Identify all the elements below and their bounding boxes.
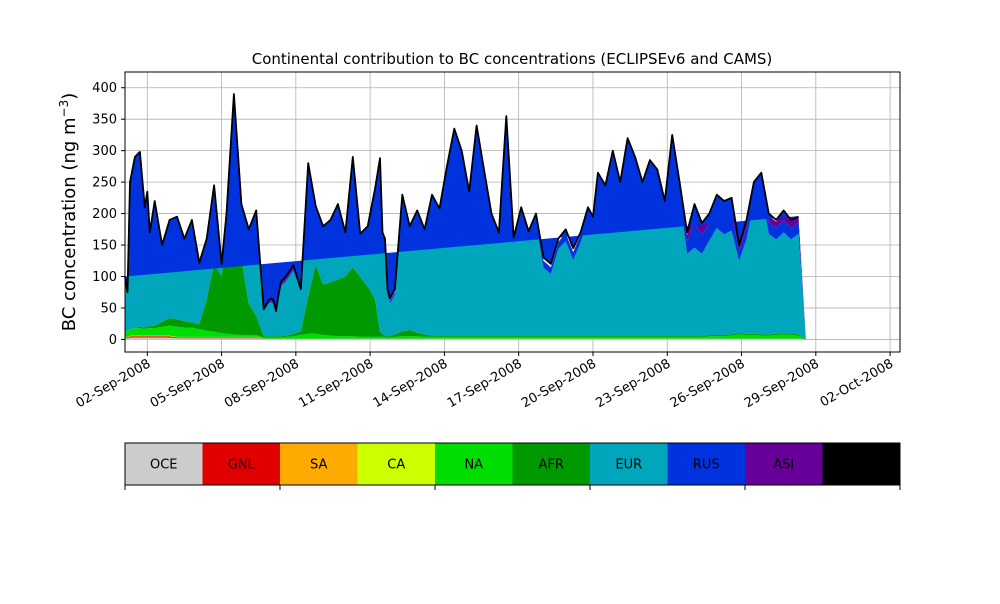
- x-tick-label: 08-Sep-2008: [222, 356, 302, 411]
- legend-swatch-sa: [280, 443, 358, 485]
- legend-label-aus: AUS: [848, 458, 875, 473]
- y-axis: 0 50 100 150 200 250 300 350 400: [92, 81, 125, 348]
- legend-swatch-na: [435, 443, 513, 485]
- legend-swatch-aus: [822, 443, 901, 485]
- legend-swatch-eur: [590, 443, 668, 485]
- y-tick-label: 350: [92, 113, 117, 128]
- chart-title: Continental contribution to BC concentra…: [252, 50, 773, 68]
- stacked-areas: [125, 94, 900, 340]
- x-tick-label: 23-Sep-2008: [593, 356, 673, 411]
- y-tick-label: 250: [92, 176, 117, 191]
- area-eur: [125, 102, 900, 340]
- y-tick-label: 200: [92, 207, 117, 222]
- area-residual: [125, 94, 799, 312]
- legend-colorbar: OCE GNL SA CA NA AFR EUR RUS ASI AUS: [124, 442, 901, 490]
- y-axis-label-superscript: −3: [57, 100, 71, 118]
- legend-frame: [124, 442, 901, 486]
- legend-label-asi: ASI: [773, 458, 794, 473]
- x-tick-label: 02-Oct-2008: [818, 356, 896, 410]
- legend-swatch-oce: [125, 443, 203, 485]
- y-tick-label: 50: [100, 301, 117, 316]
- x-tick-label: 05-Sep-2008: [148, 356, 228, 411]
- legend-label-eur: EUR: [615, 458, 642, 473]
- area-na: [125, 325, 900, 340]
- legend-label-afr: AFR: [539, 458, 564, 473]
- x-tick-label: 11-Sep-2008: [296, 356, 376, 411]
- x-tick-label: 17-Sep-2008: [445, 356, 525, 411]
- y-axis-label-main: BC concentration (ng m: [59, 117, 80, 331]
- x-tick-label: 20-Sep-2008: [519, 356, 599, 411]
- x-axis: 02-Sep-200805-Sep-200808-Sep-200811-Sep-…: [73, 352, 896, 411]
- y-axis-label: BC concentration (ng m−3): [57, 93, 80, 332]
- y-tick-label: 0: [109, 333, 117, 348]
- legend-label-na: NA: [464, 458, 483, 473]
- legend-swatch-afr: [512, 443, 591, 485]
- legend-label-oce: OCE: [150, 458, 178, 473]
- plot-frame: [124, 71, 901, 353]
- legend-swatch-gnl: [202, 443, 281, 485]
- y-tick-label: 150: [92, 239, 117, 254]
- line-total: [124, 93, 799, 312]
- x-tick-label: 29-Sep-2008: [742, 356, 822, 411]
- x-tick-label: 02-Sep-2008: [73, 356, 153, 411]
- legend-swatch-rus: [667, 443, 746, 485]
- y-tick-label: 400: [92, 81, 117, 96]
- x-tick-label: 14-Sep-2008: [371, 356, 451, 411]
- legend-swatch-ca: [357, 443, 436, 485]
- legend-swatch-asi: [745, 443, 823, 485]
- y-axis-label-tail: ): [59, 93, 80, 100]
- y-tick-label: 100: [92, 270, 117, 285]
- y-tick-label: 300: [92, 144, 117, 159]
- legend-label-ca: CA: [387, 458, 405, 473]
- legend-label-gnl: GNL: [228, 458, 256, 473]
- area-oce: [125, 337, 900, 340]
- area-afr: [125, 189, 900, 340]
- legend-label-sa: SA: [310, 458, 327, 473]
- x-tick-label: 26-Sep-2008: [668, 356, 748, 411]
- total-outline: [124, 93, 799, 312]
- legend-label-rus: RUS: [693, 458, 720, 473]
